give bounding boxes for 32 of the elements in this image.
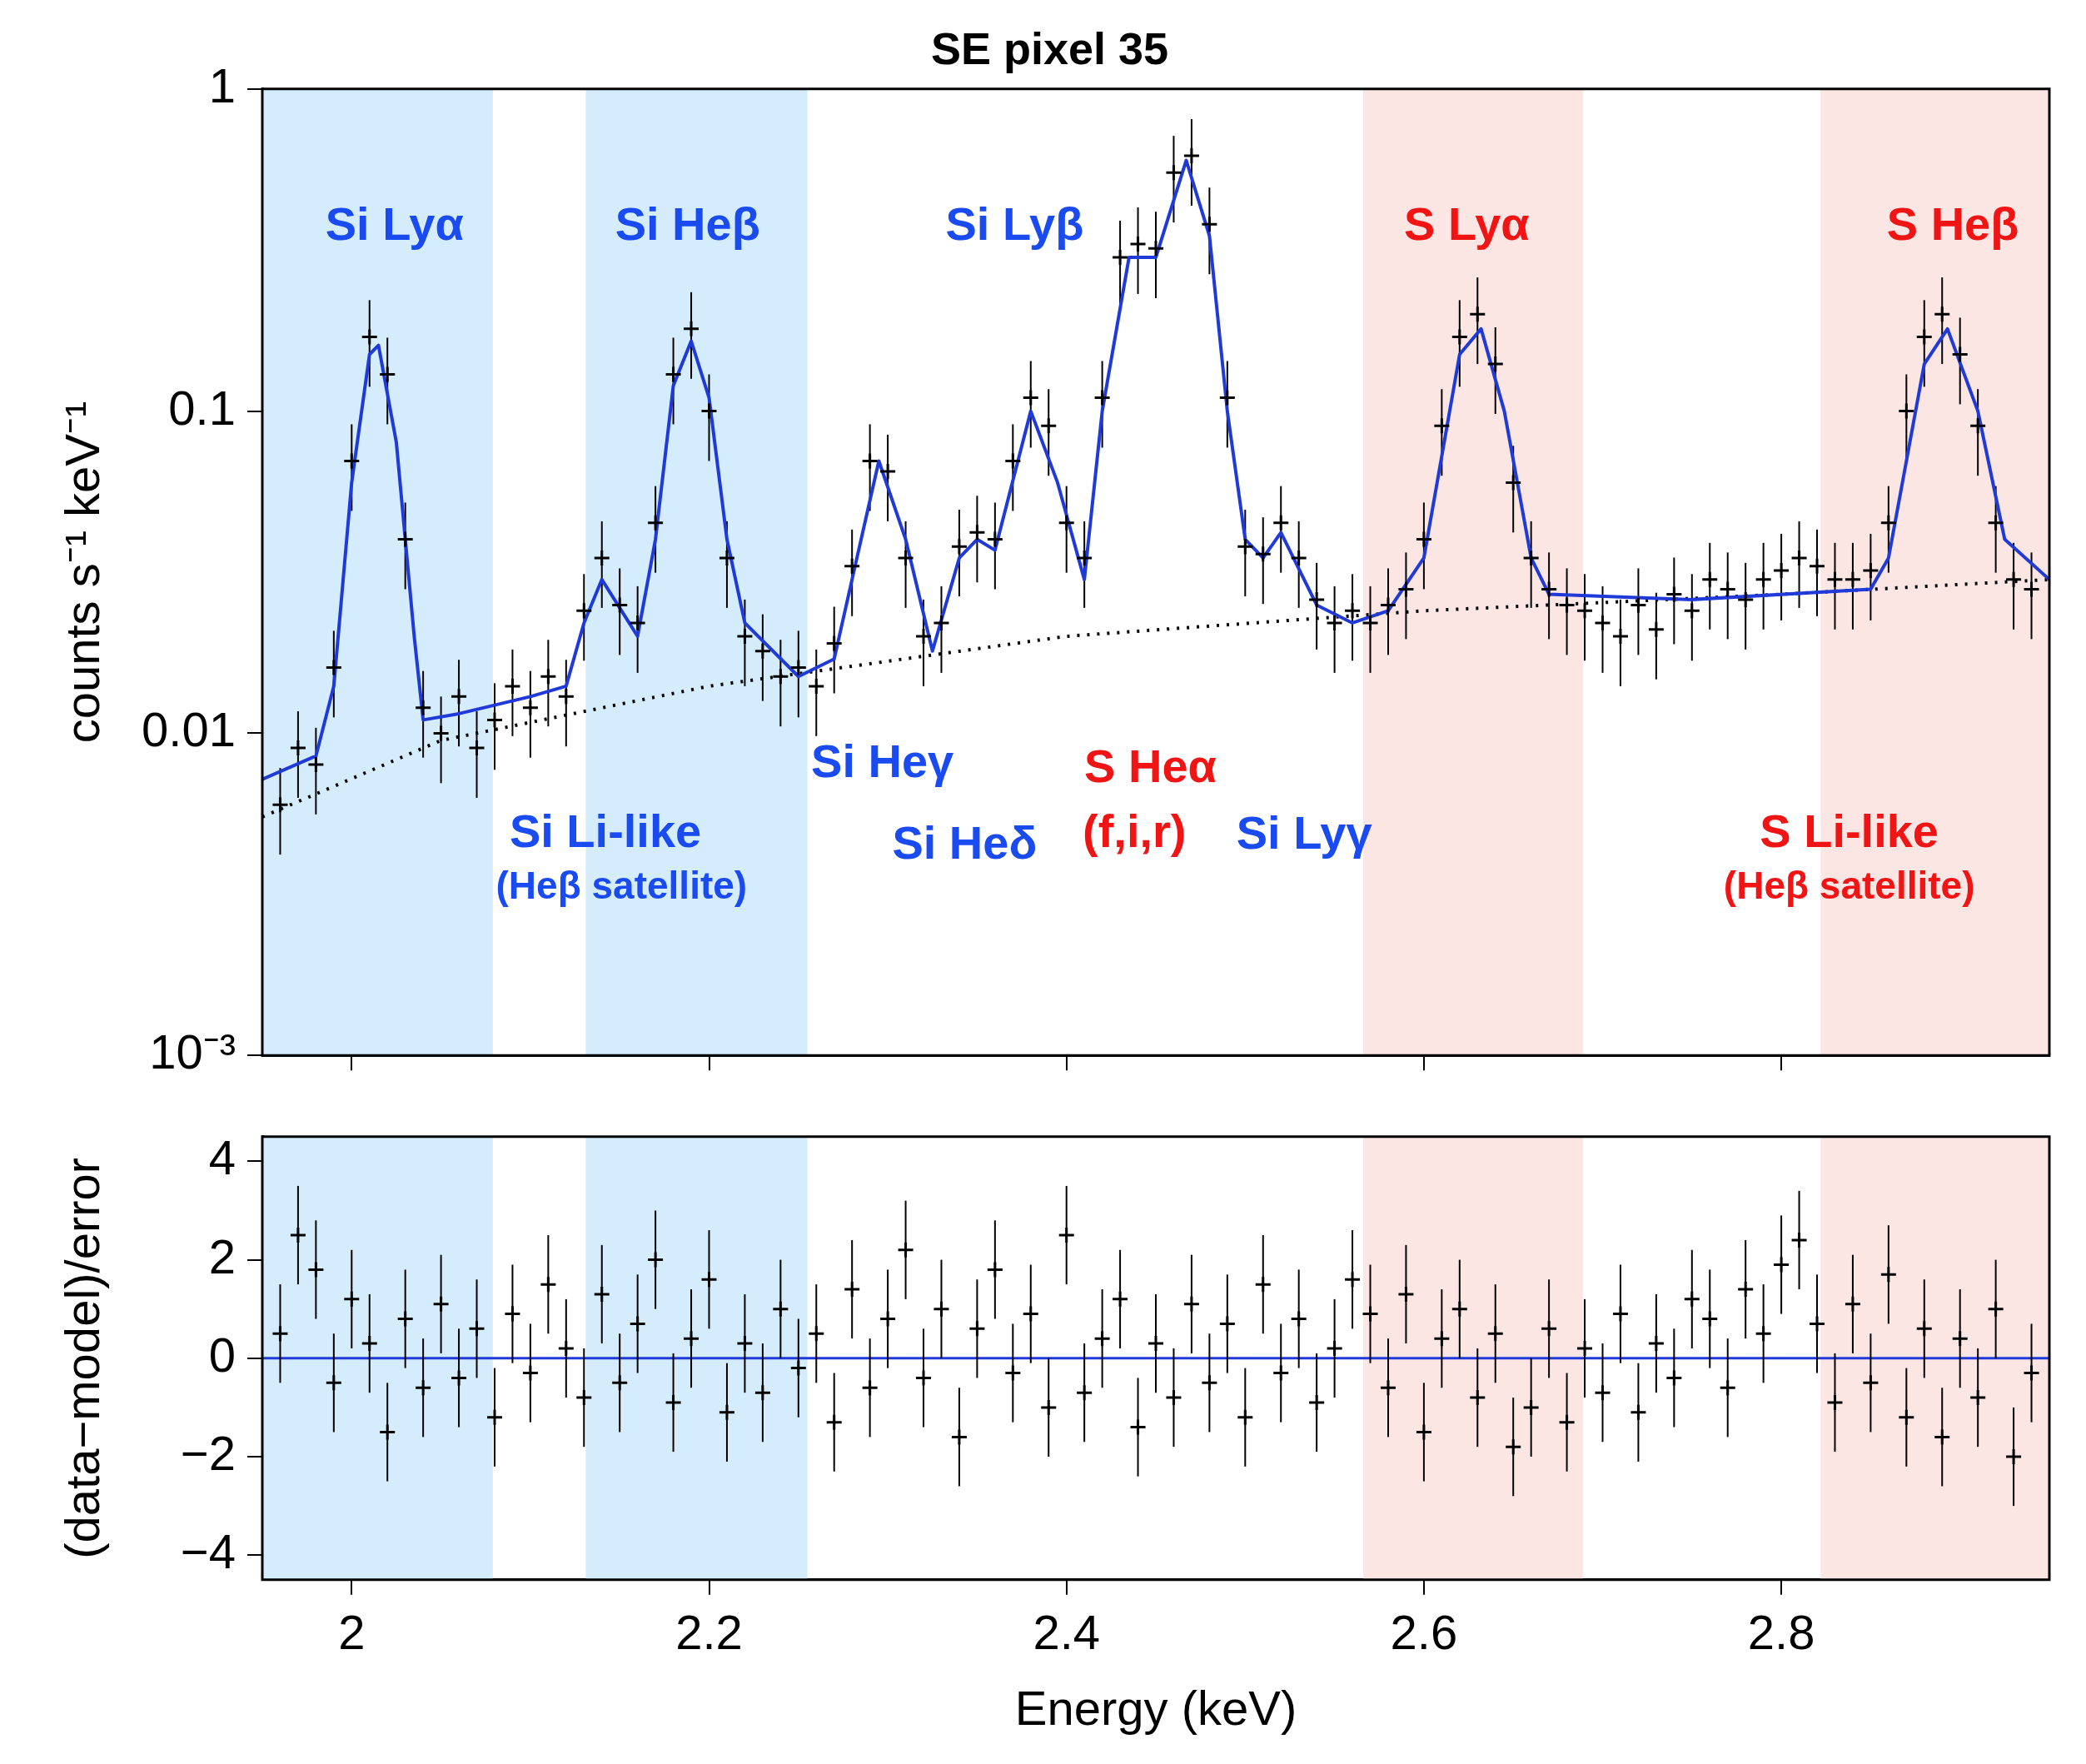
x-tick-label: 2.6 (1390, 1604, 1458, 1659)
annotation: S Lyα (1404, 197, 1530, 251)
annotation: Si Heγ (811, 735, 954, 788)
y-tick-label: −2 (180, 1426, 236, 1481)
annotation: S Li-like (1760, 804, 1939, 857)
annotation: S Heα (1084, 740, 1217, 793)
annotation: Si Heδ (892, 815, 1038, 869)
y-tick-label: 0 (208, 1327, 236, 1382)
x-tick-label: 2.8 (1747, 1604, 1815, 1659)
annotation: Si Li-like (509, 804, 702, 857)
y-tick-label: −4 (180, 1524, 236, 1579)
y-tick-label: 0.01 (142, 702, 236, 757)
y-axis-title: (data−model)/error (54, 1157, 109, 1559)
y-tick-label: 10⁻³ (149, 1024, 236, 1079)
annotation: S Heβ (1886, 197, 2019, 251)
annotation: Si Lyγ (1236, 806, 1372, 860)
x-tick-label: 2.4 (1033, 1604, 1101, 1659)
annotation: Si Lyα (325, 197, 464, 251)
annotation: (Heβ satellite) (1723, 864, 1975, 908)
y-tick-label: 0.1 (168, 380, 236, 435)
x-axis-title: Energy (keV) (1014, 1681, 1297, 1736)
y-axis-title: counts s⁻¹ keV⁻¹ (54, 401, 109, 744)
x-tick-label: 2 (338, 1604, 366, 1659)
annotation: Si Lyβ (945, 197, 1084, 251)
y-tick-label: 4 (208, 1130, 236, 1185)
x-tick-label: 2.2 (675, 1604, 743, 1659)
annotation: (Heβ satellite) (495, 864, 748, 908)
y-tick-label: 2 (208, 1228, 236, 1283)
chart-title: SE pixel 35 (930, 23, 1169, 74)
annotation: Si Heβ (615, 197, 760, 251)
annotation: (f,i,r) (1083, 804, 1187, 857)
y-tick-label: 1 (208, 57, 236, 112)
